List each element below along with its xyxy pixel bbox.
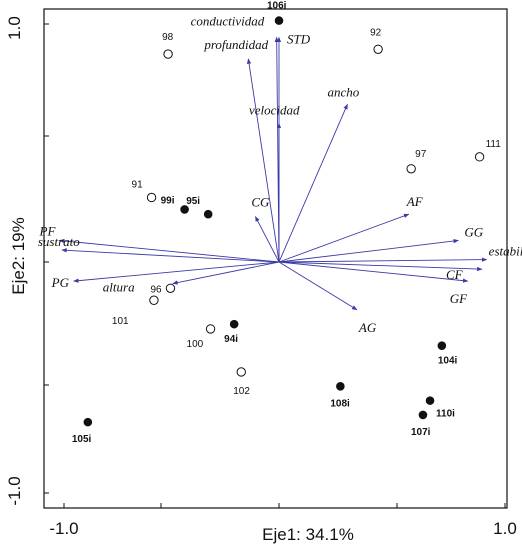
point-label-101: 101 [112,316,129,327]
vector-PF [58,238,280,263]
point-105i [83,417,93,427]
vectors-layer: conductividad STD profundidad velocidad anch… [38,13,522,334]
point-102 [236,367,246,377]
point-label-91: 91 [132,179,144,190]
vector-label-STD: STD [287,31,311,46]
vector-AG [278,261,358,311]
point-label-110i: 110i [436,409,455,420]
vector-label-PG: PG [51,275,70,290]
point-111 [474,152,485,162]
point-100 [205,324,216,334]
vector-label-ancho: ancho [327,84,359,99]
point-99i [180,205,189,214]
point-96 [165,283,176,293]
vector-PG [73,261,280,283]
vector-AF [278,213,410,263]
point-label-108i: 108i [330,398,350,409]
vector-label-profundidad: profundidad [203,37,268,52]
vector-CG [255,216,280,263]
point-110i [425,396,435,405]
x-axis-title: Eje1: 34.1% [262,525,354,544]
y-axis-title: Eje2: 19% [9,217,28,295]
point-101 [149,295,159,305]
point-108i [336,381,345,391]
vector-label-GG: GG [464,224,483,239]
vector-CF [278,261,483,272]
point-label-92: 92 [370,27,382,38]
vector-label-velocidad: velocidad [249,102,300,117]
vector-label-conductividad: conductividad [191,13,265,28]
vector-label-CG: CG [251,195,270,210]
point-97 [406,164,416,174]
point-107i [418,410,428,420]
vector-label-AG: AG [358,320,377,335]
x-tick-label-min: -1.0 [49,519,78,538]
vector-label-GF: GF [450,291,468,306]
vector-label-sustrato: sustrato [38,234,80,249]
point-label-97: 97 [415,149,427,160]
point-label-102: 102 [233,386,250,397]
vector-ancho [278,103,348,263]
point-label-96: 96 [150,284,162,295]
point-label-106i: 106i [267,1,287,12]
vector-label-PF: PF [39,223,57,238]
axis-ticks [44,23,506,508]
point-label-105i: 105i [72,434,92,445]
point-94i [229,319,239,329]
x-tick-label-max: 1.0 [493,519,517,538]
point-91 [146,192,157,203]
point-92 [373,44,383,54]
point-label-98: 98 [162,32,174,43]
point-label-99i: 99i [161,195,175,206]
point-label-95i: 95i [186,196,200,207]
vector-sustrato [61,248,280,263]
vector-label-altura: altura [103,280,135,295]
vector-label-estabilidad: estabilidad [489,244,522,259]
vector-label-CF: CF [446,267,464,282]
vector-altura [172,261,280,285]
point-98 [163,49,173,59]
point-95i [203,209,213,219]
point-label-107i: 107i [411,427,431,438]
points-layer: 98 92 111 97 91 96 101 100 102 106i 99i 95i 94i 104i 1… [72,1,501,446]
vector-profundidad [246,58,280,263]
point-label-100: 100 [187,339,204,350]
plot-border [43,8,508,509]
point-label-111: 111 [486,139,502,150]
vector-estabilidad [278,257,488,263]
y-tick-label-min: -1.0 [5,476,24,505]
point-label-104i: 104i [438,356,458,367]
vector-label-AF: AF [406,194,424,209]
plot-frame [43,8,508,509]
point-label-94i: 94i [224,334,238,345]
point-106i [274,16,284,25]
y-tick-label-max: 1.0 [5,16,24,40]
vector-GF [278,261,469,283]
point-104i [437,341,447,350]
vector-GG [278,238,459,263]
